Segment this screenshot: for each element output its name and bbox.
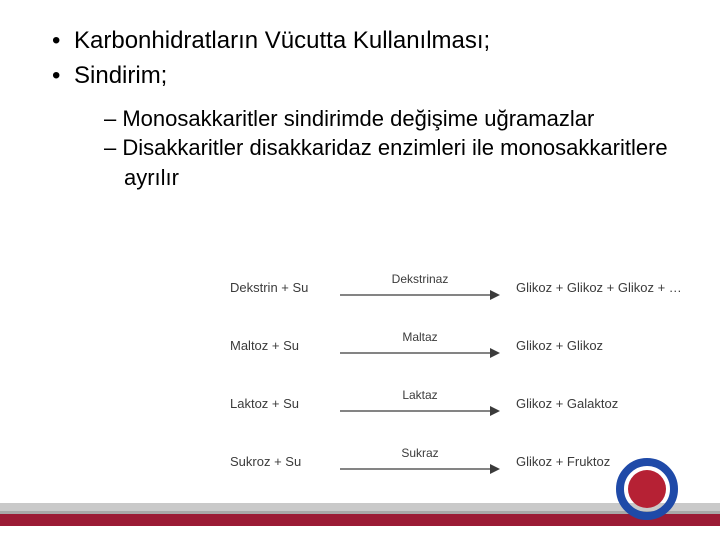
- bullet-l1-1: Sindirim; – Monosakkaritler sindirimde d…: [52, 59, 692, 193]
- footer-band: [0, 498, 720, 526]
- reaction-substrate: Sukroz + Su: [230, 454, 340, 469]
- university-logo: [616, 458, 678, 520]
- reaction-enzyme: Dekstrinaz: [392, 272, 449, 286]
- reaction-product: Glikoz + Glikoz + Glikoz + …: [500, 280, 682, 295]
- bullet-l1-1-text: Sindirim;: [74, 62, 167, 89]
- arrow-icon: [340, 346, 500, 360]
- footer-red-stripe: [0, 514, 720, 526]
- reaction-row: Maltoz + Su Maltaz Glikoz + Glikoz: [230, 316, 700, 374]
- arrow-icon: [340, 462, 500, 476]
- reaction-product: Glikoz + Glikoz: [500, 338, 603, 353]
- arrow-icon: [340, 404, 500, 418]
- bullet-l1-0: Karbonhidratların Vücutta Kullanılması;: [52, 24, 692, 59]
- bullet-list-level1: Karbonhidratların Vücutta Kullanılması; …: [52, 24, 692, 193]
- reaction-product: Glikoz + Galaktoz: [500, 396, 618, 411]
- footer-gray-stripe: [0, 503, 720, 511]
- reaction-arrow-col: Laktaz: [340, 388, 500, 418]
- bullet-list-level2: – Monosakkaritler sindirimde değişime uğ…: [104, 104, 692, 193]
- reaction-product: Glikoz + Fruktoz: [500, 454, 610, 469]
- reaction-enzyme: Laktaz: [402, 388, 437, 402]
- reaction-arrow-col: Maltaz: [340, 330, 500, 360]
- reaction-substrate: Dekstrin + Su: [230, 280, 340, 295]
- reaction-substrate: Laktoz + Su: [230, 396, 340, 411]
- reaction-substrate: Maltoz + Su: [230, 338, 340, 353]
- slide-content: Karbonhidratların Vücutta Kullanılması; …: [0, 0, 720, 193]
- reaction-row: Dekstrin + Su Dekstrinaz Glikoz + Glikoz…: [230, 258, 700, 316]
- reaction-enzyme: Maltaz: [402, 330, 437, 344]
- logo-inner: [628, 470, 666, 508]
- reaction-arrow-col: Sukraz: [340, 446, 500, 476]
- reaction-diagram: Dekstrin + Su Dekstrinaz Glikoz + Glikoz…: [230, 258, 700, 490]
- reaction-enzyme: Sukraz: [401, 446, 438, 460]
- reaction-arrow-col: Dekstrinaz: [340, 272, 500, 302]
- bullet-l2-1: – Disakkaritler disakkaridaz enzimleri i…: [104, 133, 692, 192]
- arrow-icon: [340, 288, 500, 302]
- reaction-row: Laktoz + Su Laktaz Glikoz + Galaktoz: [230, 374, 700, 432]
- bullet-l2-0: – Monosakkaritler sindirimde değişime uğ…: [104, 104, 692, 134]
